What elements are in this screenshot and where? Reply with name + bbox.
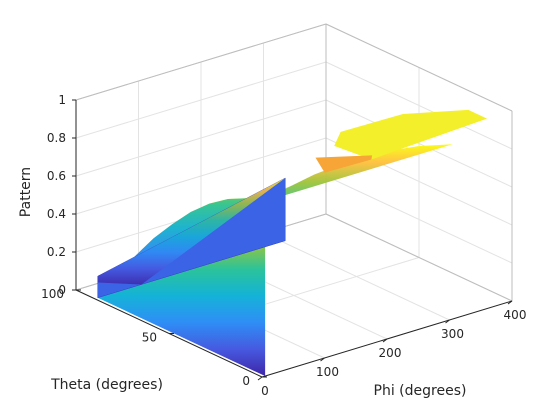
grid-line: [75, 61, 327, 139]
x-tick-label: 100: [316, 365, 339, 379]
z-tick-label: 0.8: [47, 131, 66, 145]
x-tick-label: 200: [379, 346, 402, 360]
grid-line: [75, 137, 327, 215]
grid-line: [325, 175, 513, 264]
x-tick-label: 400: [504, 308, 527, 322]
z-tick-label: 0: [58, 283, 66, 297]
x-tick-mark: [507, 300, 513, 305]
grid-line: [75, 99, 327, 177]
y-axis-label: Theta (degrees): [50, 377, 163, 393]
box-edge: [325, 23, 513, 112]
box-edge: [325, 213, 513, 302]
y-tick-label: 50: [142, 331, 157, 345]
axis-box: [75, 23, 513, 378]
x-tick-label: 0: [261, 384, 269, 398]
surface-peak: [315, 155, 373, 173]
z-axis-label: Pattern: [18, 167, 34, 217]
surface-plot: [97, 109, 487, 377]
z-tick-label: 0.4: [47, 207, 66, 221]
surface-mid-wall: [97, 178, 286, 285]
x-tick-mark: [382, 338, 388, 343]
z-tick-label: 0.6: [47, 169, 66, 183]
x-tick-mark: [257, 376, 263, 381]
x-tick-mark: [445, 319, 450, 324]
y-tick-label: 100: [41, 287, 64, 301]
grid-line: [325, 99, 513, 188]
x-axis-label: Phi (degrees): [374, 383, 467, 399]
grid-lines: [75, 23, 513, 378]
z-tick-label: 1: [58, 93, 66, 107]
grid-line: [325, 61, 513, 150]
x-tick-label: 300: [441, 327, 464, 341]
surface-plateau: [334, 109, 487, 160]
box-edge: [75, 23, 327, 101]
z-tick-label: 0.2: [47, 245, 66, 259]
y-tick-label: 0: [242, 374, 250, 388]
x-tick-mark: [320, 357, 325, 362]
